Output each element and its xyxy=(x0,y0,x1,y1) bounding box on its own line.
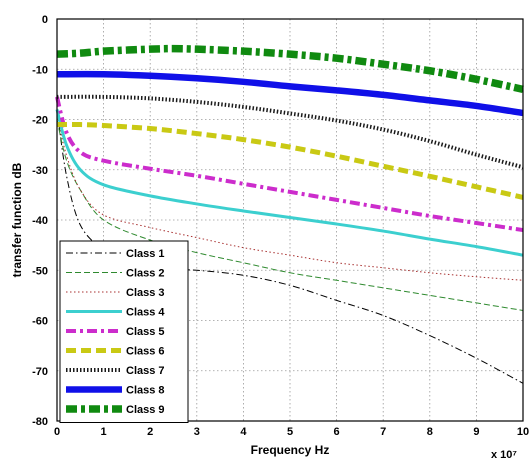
y-tick-label: 0 xyxy=(42,14,48,26)
x-tick-label: 7 xyxy=(380,426,386,438)
x-tick-label: 3 xyxy=(194,426,200,438)
plot-series xyxy=(55,44,524,384)
legend-label-class-9: Class 9 xyxy=(126,404,165,416)
axis-ticks: 0 1 2 3 4 5 6 7 8 9 10 0 -10 -20 -30 -40 -50 -60 -70 -80 xyxy=(32,14,529,438)
plot-frame xyxy=(56,18,524,422)
series-line-class-4 xyxy=(55,109,524,257)
x-axis-label: Frequency Hz xyxy=(251,443,330,457)
legend-box xyxy=(59,240,189,423)
legend-label-class-5: Class 5 xyxy=(126,326,165,338)
legend-label-class-7: Class 7 xyxy=(126,365,165,377)
legend-label-class-1: Class 1 xyxy=(126,248,165,260)
x-tick-label: 4 xyxy=(240,426,247,438)
y-tick-label: -30 xyxy=(32,165,48,177)
series-line-class-8 xyxy=(56,70,524,117)
grid xyxy=(57,19,523,421)
legend: Class 1 Class 2 Class 3 Class 4 Class 5 Class… xyxy=(59,240,189,423)
x-tick-label: 6 xyxy=(334,426,340,438)
series-line-class-2 xyxy=(56,119,524,311)
y-tick-label: -70 xyxy=(32,366,48,378)
legend-label-class-8: Class 8 xyxy=(126,385,165,397)
x-tick-label: 1 xyxy=(101,426,107,438)
legend-label-class-3: Class 3 xyxy=(126,287,165,299)
y-tick-label: -10 xyxy=(32,64,48,76)
x-tick-label: 2 xyxy=(147,426,153,438)
y-tick-label: -20 xyxy=(32,115,48,127)
x-tick-label: 9 xyxy=(473,426,479,438)
y-axis-label: transfer function dB xyxy=(10,162,24,277)
legend-label-class-4: Class 4 xyxy=(126,307,165,319)
series-line-class-9 xyxy=(56,44,524,94)
y-tick-label: -40 xyxy=(32,215,48,227)
series-line-class-6 xyxy=(56,121,524,200)
y-tick-label: -60 xyxy=(32,316,48,328)
x-tick-label: 10 xyxy=(517,426,529,438)
x-axis-multiplier: x 10⁷ xyxy=(491,449,517,461)
x-tick-label: 5 xyxy=(287,426,293,438)
series-line-class-1 xyxy=(56,109,524,384)
x-tick-label: 0 xyxy=(54,426,60,438)
legend-label-class-6: Class 6 xyxy=(126,346,165,358)
legend-label-class-2: Class 2 xyxy=(126,268,165,280)
x-tick-label: 8 xyxy=(427,426,433,438)
y-tick-label: -50 xyxy=(32,265,48,277)
y-tick-label: -80 xyxy=(32,416,48,428)
